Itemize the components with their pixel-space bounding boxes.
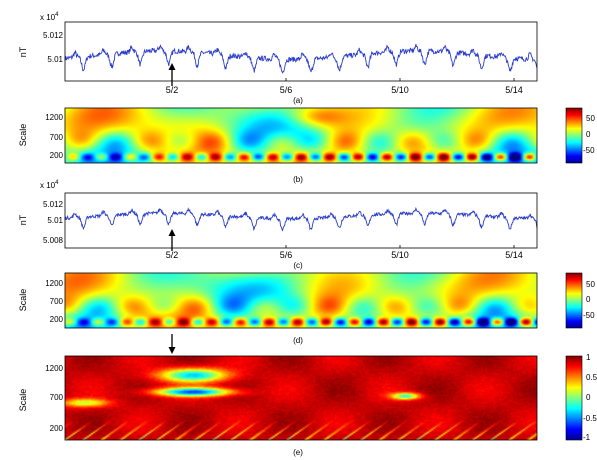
- plot-frame-a: [64, 21, 538, 82]
- ylabel-c: nT: [18, 214, 28, 225]
- exponent-label-a: x 104: [40, 12, 59, 22]
- ytick-label-b-2: 200: [50, 151, 64, 160]
- xtick-label-c-2: 5/10: [391, 250, 409, 260]
- series-line-a: [64, 43, 538, 74]
- colorbar-tick-e-0: 1: [586, 353, 591, 362]
- colorbar-tick-d-1: 0: [586, 295, 591, 304]
- series-line-c: [64, 206, 538, 232]
- panel-label-a: (a): [293, 96, 303, 105]
- colorbar-tick-d-2: -50: [583, 311, 595, 320]
- ytick-label-c-2: 5.008: [43, 236, 64, 245]
- ytick-label-d-1: 700: [50, 297, 64, 306]
- colorbar-tick-b-0: 50: [586, 114, 595, 123]
- ylabel-e: Scale: [18, 389, 28, 412]
- colorbar-tick-d-0: 50: [586, 280, 595, 289]
- colorbar-tick-e-3: -0.5: [583, 414, 597, 423]
- ylabel-b: Scale: [18, 124, 28, 147]
- colorbar-d: [565, 272, 583, 329]
- plot-frame-c: [64, 192, 538, 249]
- colorbar-tick-e-1: 0.5: [586, 373, 597, 382]
- colorbar-tick-b-2: -50: [583, 146, 595, 155]
- colorbar-tick-e-2: 0: [586, 393, 591, 402]
- xtick-label-c-1: 5/6: [280, 250, 293, 260]
- panel-label-e: (e): [293, 448, 303, 457]
- ytick-label-d-0: 1200: [45, 279, 63, 288]
- exponent-label-c: x 104: [40, 180, 59, 190]
- panel-label-b: (b): [293, 175, 303, 184]
- heatmap-e: [65, 356, 537, 440]
- ytick-label-e-2: 200: [50, 424, 64, 433]
- ytick-label-b-1: 700: [50, 133, 64, 142]
- xtick-label-c-0: 5/2: [166, 250, 179, 260]
- ylabel-a: nT: [18, 46, 28, 57]
- ytick-label-b-0: 1200: [45, 113, 63, 122]
- xtick-label-a-3: 5/14: [505, 85, 523, 95]
- ytick-label-d-2: 200: [50, 315, 64, 324]
- xticks-c: [171, 245, 515, 248]
- ytick-label-a-0: 5.012: [43, 31, 64, 40]
- xtick-label-c-3: 5/14: [505, 250, 523, 260]
- panel-label-c: (c): [293, 261, 303, 270]
- panel-e: Scale 1200 700 200 1 0.5 0 -0.5 -1 (e): [18, 334, 597, 457]
- colorbar-tick-b-1: 0: [586, 130, 591, 139]
- xtick-label-a-1: 5/6: [280, 85, 293, 95]
- ytick-label-c-1: 5.01: [47, 216, 63, 225]
- ylabel-d: Scale: [18, 289, 28, 312]
- panel-a: x 104 nT 5.012 5.01 5/2 5/6 5/10 5/14 (a…: [18, 12, 538, 105]
- arrow-down-e: [168, 334, 176, 354]
- plot-frame-e: [64, 355, 538, 441]
- arrow-up-c: [168, 229, 176, 251]
- ytick-label-e-1: 700: [50, 393, 64, 402]
- panel-d: Scale 1200 700 200 50 0 -50 (d): [18, 272, 595, 345]
- xtick-label-a-0: 5/2: [166, 85, 179, 95]
- panel-label-d: (d): [293, 336, 303, 345]
- colorbar-e: [565, 355, 583, 441]
- plot-frame-d: [64, 272, 538, 329]
- ytick-label-c-0: 5.012: [43, 200, 64, 209]
- xtick-label-a-2: 5/10: [391, 85, 409, 95]
- plot-frame-b: [64, 107, 538, 164]
- ytick-label-a-1: 5.01: [47, 55, 63, 64]
- panel-b: Scale 1200 700 200 50 0 -50 (b): [18, 107, 595, 184]
- panel-c: x 104 nT 5.012 5.01 5.008 5/2 5/6 5/10 5…: [18, 180, 538, 270]
- xticks-a: [171, 78, 515, 81]
- colorbar-tick-e-4: -1: [583, 433, 591, 442]
- arrow-up-a: [168, 63, 176, 86]
- ytick-label-e-0: 1200: [45, 364, 63, 373]
- heatmap-b: [65, 108, 537, 163]
- colorbar-b: [565, 107, 583, 164]
- heatmap-d: [65, 273, 537, 328]
